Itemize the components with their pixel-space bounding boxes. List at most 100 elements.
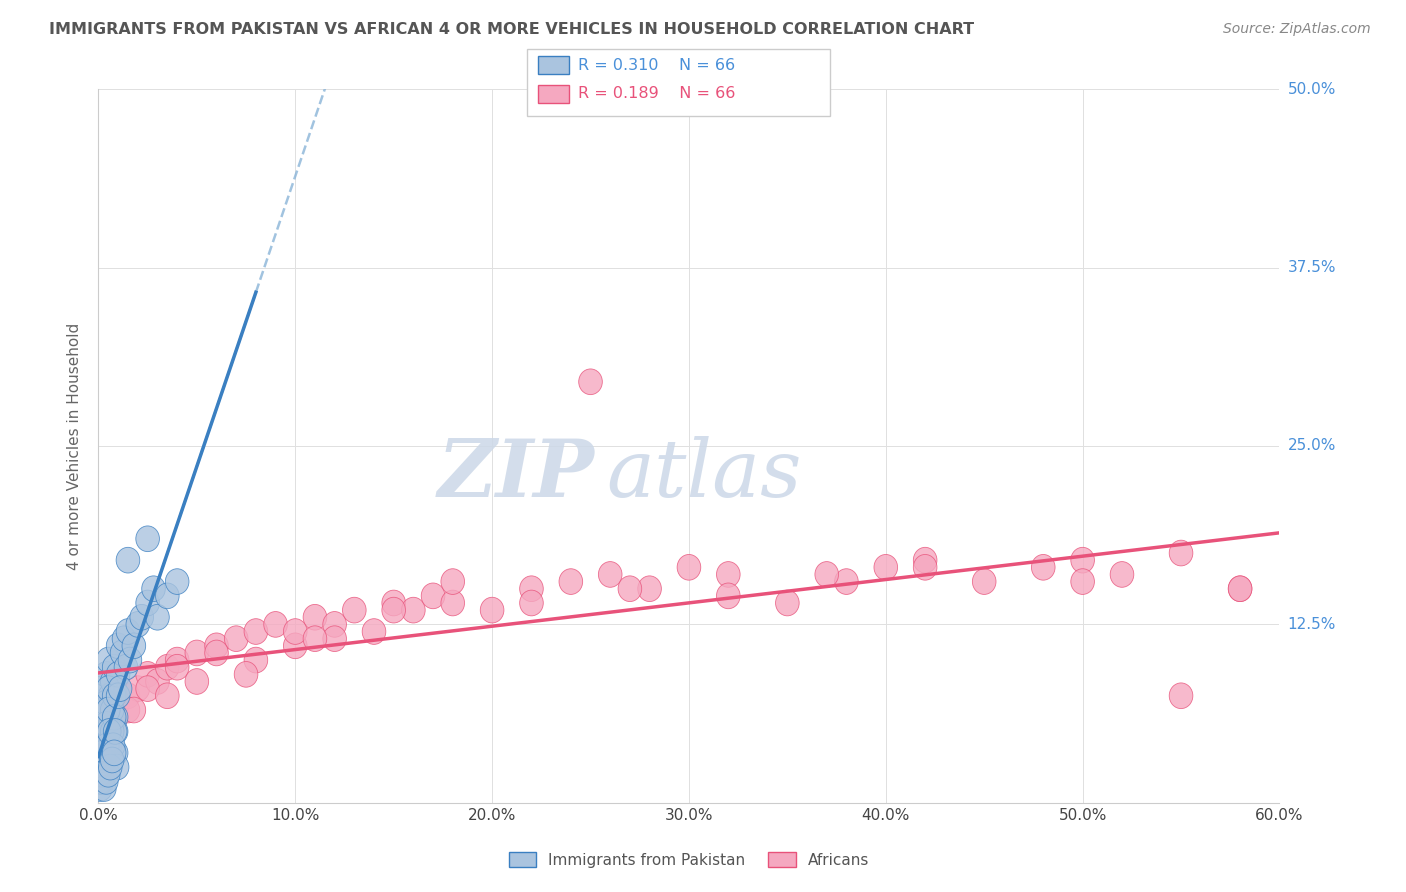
Text: R = 0.189    N = 66: R = 0.189 N = 66 bbox=[578, 87, 735, 101]
Ellipse shape bbox=[94, 690, 118, 715]
Ellipse shape bbox=[103, 740, 127, 765]
Text: atlas: atlas bbox=[606, 436, 801, 513]
Ellipse shape bbox=[100, 698, 124, 723]
Ellipse shape bbox=[382, 591, 405, 615]
Legend: Immigrants from Pakistan, Africans: Immigrants from Pakistan, Africans bbox=[502, 846, 876, 873]
Ellipse shape bbox=[122, 698, 146, 723]
Ellipse shape bbox=[304, 605, 326, 630]
Ellipse shape bbox=[89, 776, 112, 801]
Ellipse shape bbox=[166, 569, 188, 594]
Ellipse shape bbox=[97, 747, 120, 772]
Ellipse shape bbox=[90, 719, 114, 744]
Ellipse shape bbox=[107, 683, 129, 708]
Ellipse shape bbox=[264, 612, 287, 637]
Y-axis label: 4 or more Vehicles in Household: 4 or more Vehicles in Household bbox=[67, 322, 83, 570]
Ellipse shape bbox=[118, 648, 142, 673]
Ellipse shape bbox=[98, 683, 122, 708]
Ellipse shape bbox=[186, 640, 208, 665]
Ellipse shape bbox=[1071, 548, 1094, 573]
Ellipse shape bbox=[103, 655, 127, 680]
Ellipse shape bbox=[100, 747, 124, 772]
Ellipse shape bbox=[136, 676, 159, 701]
Ellipse shape bbox=[91, 740, 115, 765]
Ellipse shape bbox=[1229, 576, 1251, 601]
Text: 37.5%: 37.5% bbox=[1288, 260, 1336, 275]
Ellipse shape bbox=[100, 669, 124, 694]
Ellipse shape bbox=[90, 676, 114, 701]
Ellipse shape bbox=[245, 619, 267, 644]
Ellipse shape bbox=[117, 698, 139, 723]
Ellipse shape bbox=[122, 633, 146, 658]
Ellipse shape bbox=[96, 733, 120, 758]
Ellipse shape bbox=[97, 719, 121, 744]
Text: IMMIGRANTS FROM PAKISTAN VS AFRICAN 4 OR MORE VEHICLES IN HOUSEHOLD CORRELATION : IMMIGRANTS FROM PAKISTAN VS AFRICAN 4 OR… bbox=[49, 22, 974, 37]
Ellipse shape bbox=[90, 762, 114, 787]
Ellipse shape bbox=[1111, 562, 1133, 587]
Ellipse shape bbox=[441, 591, 464, 615]
Ellipse shape bbox=[441, 569, 464, 594]
Ellipse shape bbox=[678, 555, 700, 580]
Ellipse shape bbox=[90, 755, 114, 780]
Ellipse shape bbox=[1170, 683, 1192, 708]
Text: 12.5%: 12.5% bbox=[1288, 617, 1336, 632]
Ellipse shape bbox=[93, 698, 117, 723]
Ellipse shape bbox=[114, 655, 138, 680]
Ellipse shape bbox=[560, 569, 582, 594]
Ellipse shape bbox=[835, 569, 858, 594]
Ellipse shape bbox=[284, 633, 307, 658]
Ellipse shape bbox=[117, 619, 139, 644]
Ellipse shape bbox=[101, 733, 125, 758]
Ellipse shape bbox=[382, 598, 405, 623]
Ellipse shape bbox=[146, 669, 169, 694]
Ellipse shape bbox=[89, 740, 112, 765]
Ellipse shape bbox=[973, 569, 995, 594]
Ellipse shape bbox=[481, 598, 503, 623]
Ellipse shape bbox=[914, 555, 936, 580]
Ellipse shape bbox=[103, 712, 127, 737]
Ellipse shape bbox=[136, 662, 159, 687]
Ellipse shape bbox=[136, 526, 159, 551]
Ellipse shape bbox=[97, 705, 120, 730]
Ellipse shape bbox=[205, 640, 228, 665]
Ellipse shape bbox=[93, 733, 117, 758]
Ellipse shape bbox=[89, 719, 112, 744]
Ellipse shape bbox=[520, 591, 543, 615]
Ellipse shape bbox=[156, 683, 179, 708]
Ellipse shape bbox=[107, 690, 129, 715]
Ellipse shape bbox=[93, 747, 117, 772]
Ellipse shape bbox=[94, 769, 118, 794]
Ellipse shape bbox=[127, 612, 149, 637]
Ellipse shape bbox=[166, 648, 188, 673]
Ellipse shape bbox=[90, 769, 114, 794]
Ellipse shape bbox=[205, 633, 228, 658]
Ellipse shape bbox=[100, 747, 124, 772]
Text: Source: ZipAtlas.com: Source: ZipAtlas.com bbox=[1223, 22, 1371, 37]
Ellipse shape bbox=[146, 605, 169, 630]
Ellipse shape bbox=[97, 648, 120, 673]
Ellipse shape bbox=[94, 712, 118, 737]
Ellipse shape bbox=[93, 762, 117, 787]
Ellipse shape bbox=[97, 762, 120, 787]
Ellipse shape bbox=[100, 719, 124, 744]
Ellipse shape bbox=[87, 769, 111, 794]
Ellipse shape bbox=[1170, 541, 1192, 566]
Ellipse shape bbox=[107, 633, 129, 658]
Ellipse shape bbox=[93, 776, 117, 801]
Ellipse shape bbox=[914, 548, 936, 573]
Ellipse shape bbox=[108, 676, 132, 701]
Ellipse shape bbox=[110, 640, 134, 665]
Ellipse shape bbox=[93, 726, 117, 751]
Ellipse shape bbox=[815, 562, 838, 587]
Ellipse shape bbox=[422, 583, 444, 608]
Ellipse shape bbox=[112, 626, 136, 651]
Ellipse shape bbox=[363, 619, 385, 644]
Ellipse shape bbox=[97, 676, 120, 701]
Ellipse shape bbox=[245, 648, 267, 673]
Ellipse shape bbox=[402, 598, 425, 623]
Ellipse shape bbox=[323, 626, 346, 651]
Ellipse shape bbox=[717, 562, 740, 587]
Text: 50.0%: 50.0% bbox=[1288, 82, 1336, 96]
Ellipse shape bbox=[98, 712, 122, 737]
Ellipse shape bbox=[579, 369, 602, 394]
Ellipse shape bbox=[98, 755, 122, 780]
